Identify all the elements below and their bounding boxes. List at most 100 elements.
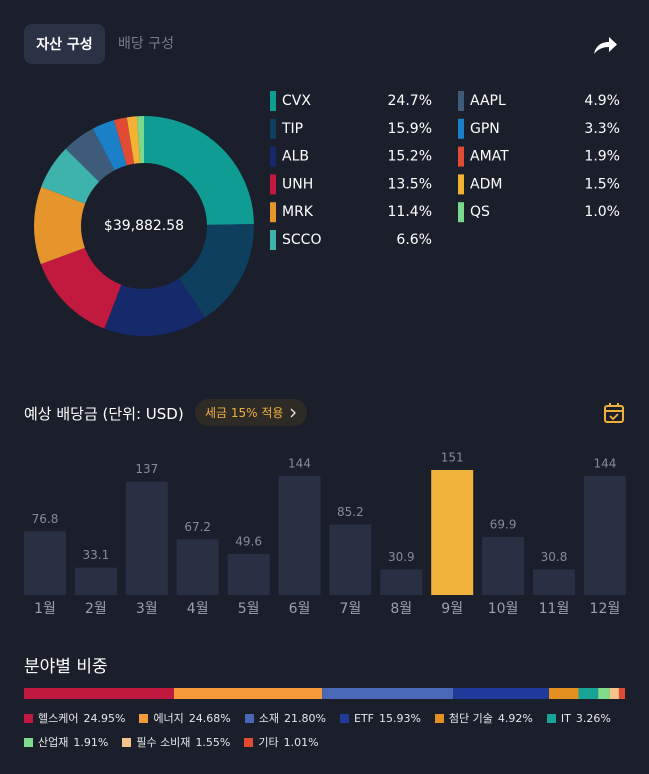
bar [533,569,575,595]
value-label: 69.9 [490,518,517,532]
legend-swatch [270,91,276,111]
x-tick-label: 7월 [340,601,362,617]
legend-value: 15.93% [378,711,421,725]
bar [24,531,66,595]
pie-segment [178,224,255,318]
legend-swatch [458,91,464,111]
legend-value: 3.26% [575,711,611,725]
legend-label: GPN [470,121,500,137]
legend-value: 3.3% [584,121,620,137]
legend-swatch [458,202,464,223]
legend-value: 11.4% [388,204,432,220]
legend-label: ALB [282,149,309,165]
legend-swatch [270,174,276,195]
legend-swatch [270,202,276,223]
legend-item: 에너지 24.68% [139,710,231,726]
stack-segment [578,688,599,699]
legend-value: 1.9% [584,149,620,165]
legend-label: AAPL [470,93,506,109]
share-shape [594,37,617,54]
bar [380,569,423,595]
legend-swatch [24,713,33,723]
stack-segment [453,688,549,699]
legend-value: 4.9% [584,93,620,109]
pie-segment [113,117,135,166]
badge-text: 세금 15% 적용 [205,406,284,420]
legend-swatch [270,230,276,250]
bar [176,539,219,595]
chevron [291,408,297,417]
legend-label: AMAT [470,149,509,165]
x-tick-label: 9월 [441,601,463,617]
legend-value: 13.5% [388,176,432,192]
pie-segment [137,116,144,164]
share-icon[interactable] [590,32,620,58]
legend-swatch [339,713,349,723]
stack-segment [618,688,625,699]
bar [482,537,525,595]
bar [278,475,321,595]
legend-value: 1.91% [73,735,109,749]
stack-segment [548,688,579,699]
legend-value: 1.0% [584,204,620,220]
bar [329,524,372,595]
legend-value: 15.2% [388,149,432,165]
legend-item: 소재 21.80% [244,710,326,726]
legend-label: 기타 [258,736,279,749]
value-label: 151 [441,451,464,465]
legend-value: 24.7% [388,93,432,109]
bar [74,567,117,595]
legend-swatch [270,118,276,139]
legend-label: IT [560,711,571,725]
calendar-icon[interactable] [603,402,625,424]
legend-label: 헬스케어 [38,712,79,725]
legend-value: 1.55% [195,735,231,749]
bar [227,553,270,595]
legend-label: CVX [282,93,311,109]
dividend-chart: 76.8 1월 33.1 2월 137 3월 67.2 4월 49.6 5월 144 6월 85.2 7월… [24,451,626,617]
legend-swatch [434,713,444,723]
x-tick-label: 12월 [590,601,621,617]
legend-value: 1.5% [584,176,620,192]
value-label: 144 [288,456,311,470]
pie-segment [65,128,115,182]
legend-value: 24.95% [83,711,126,725]
sector-bar [24,688,625,699]
pie-segment [92,120,127,171]
legend-value: 21.80% [284,711,326,725]
tax-badge[interactable]: 세금 15% 적용 [195,399,308,426]
value-label: 30.9 [388,550,415,564]
legend-swatch [546,713,556,723]
value-label: 85.2 [337,505,364,519]
value-label: 76.8 [32,512,59,526]
x-tick-label: 4월 [187,601,209,617]
x-tick-label: 8월 [390,601,412,617]
pie-segment [104,278,206,336]
x-tick-label: 2월 [85,601,107,617]
legend-label: 에너지 [153,712,184,725]
legend-swatch [244,713,254,723]
value-label: 33.1 [83,548,110,562]
legend-value: 4.92% [497,711,533,725]
x-tick-label: 5월 [238,601,260,617]
legend-item: 기타 1.01% [244,734,319,750]
legend-value: 15.9% [388,121,432,137]
legend-label: 산업재 [38,736,69,749]
sector-legend: 헬스케어 24.95% 에너지 24.68% 소재 21.80% ETF 15.93% 첨단 기… [24,710,634,750]
stack-segment [24,688,174,699]
pie-segment [144,116,254,225]
legend-swatch [24,737,33,747]
legend-label: 소재 [258,712,280,725]
x-tick-label: 6월 [289,601,311,617]
tab-active[interactable]: 자산 구성 [24,24,105,64]
legend-swatch [458,174,464,195]
legend-item: 헬스케어 24.95% [24,710,125,726]
pie-segment [40,247,122,329]
tab[interactable]: 배당 구성 [118,36,174,52]
legend-value: 1.01% [283,735,319,749]
legend-swatch [458,146,464,167]
value-label: 137 [135,462,158,476]
legend-label: 필수 소비재 [136,736,191,749]
section-title: 분야별 비중 [24,657,108,677]
